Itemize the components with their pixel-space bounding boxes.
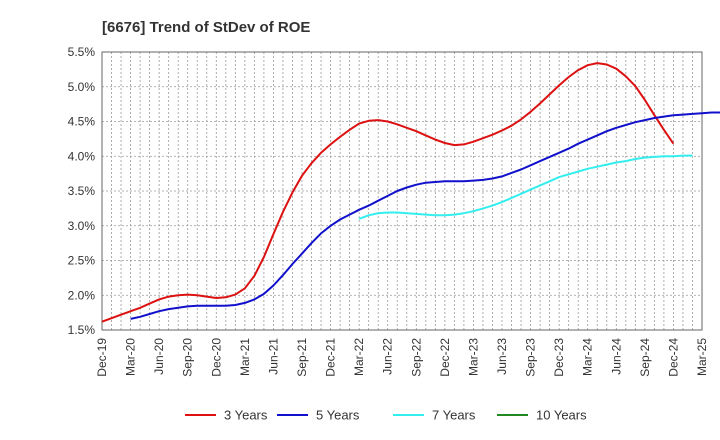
x-tick-label: Sep-22 (409, 338, 423, 377)
y-tick-label: 2.5% (68, 254, 96, 268)
grid-lines (101, 51, 703, 331)
x-tick-label: Dec-23 (552, 338, 566, 377)
y-tick-label: 5.0% (68, 80, 96, 94)
y-tick-label: 3.5% (68, 184, 96, 198)
x-tick-label: Mar-20 (124, 338, 138, 376)
x-tick-label: Jun-20 (152, 338, 166, 375)
x-tick-label: Jun-23 (495, 338, 509, 375)
x-tick-label: Jun-24 (609, 338, 623, 375)
legend: 3 Years 5 Years 7 Years 10 Years (185, 408, 587, 423)
legend-label: 5 Years (316, 408, 360, 423)
x-tick-label: Jun-21 (266, 338, 280, 375)
y-tick-label: 4.0% (68, 149, 96, 163)
legend-item-2: 5 Years (277, 408, 360, 423)
x-tick-label: Dec-21 (324, 338, 338, 377)
x-tick-label: Dec-24 (666, 338, 680, 377)
chart-title: [6676] Trend of StDev of ROE (102, 19, 310, 36)
legend-label: 7 Years (432, 408, 476, 423)
x-tick-label: Mar-22 (352, 338, 366, 376)
y-tick-label: 3.0% (68, 219, 96, 233)
y-axis-ticks: 1.5% 2.0% 2.5% 3.0% 3.5% 4.0% 4.5% 5.0% 5.5% (68, 45, 96, 337)
plot-border (101, 51, 703, 331)
series-line-3 (358, 154, 693, 220)
x-tick-label: Sep-20 (181, 338, 195, 377)
x-tick-label: Mar-23 (466, 338, 480, 376)
series-line-2 (130, 111, 720, 320)
x-tick-label: Sep-23 (524, 338, 538, 377)
x-tick-label: Dec-19 (95, 338, 109, 377)
y-tick-label: 1.5% (68, 323, 96, 337)
series-layer (101, 62, 720, 323)
x-tick-label: Mar-24 (581, 338, 595, 376)
x-tick-label: Mar-25 (695, 338, 709, 376)
legend-label: 3 Years (224, 408, 268, 423)
x-tick-label: Mar-21 (238, 338, 252, 376)
legend-item-4: 10 Years (497, 408, 587, 423)
x-tick-label: Dec-20 (209, 338, 223, 377)
x-tick-label: Dec-22 (438, 338, 452, 377)
y-tick-label: 4.5% (68, 115, 96, 129)
legend-item-3: 7 Years (393, 408, 476, 423)
legend-item-1: 3 Years (185, 408, 268, 423)
x-tick-label: Jun-22 (381, 338, 395, 375)
x-axis-ticks: Dec-19 Mar-20 Jun-20 Sep-20 Dec-20 Mar-21 Jun-… (95, 338, 709, 377)
y-tick-label: 2.0% (68, 288, 96, 302)
legend-label: 10 Years (536, 408, 587, 423)
x-tick-label: Sep-24 (638, 338, 652, 377)
y-tick-label: 5.5% (68, 45, 96, 59)
series-line-1 (101, 62, 675, 323)
x-tick-label: Sep-21 (295, 338, 309, 377)
